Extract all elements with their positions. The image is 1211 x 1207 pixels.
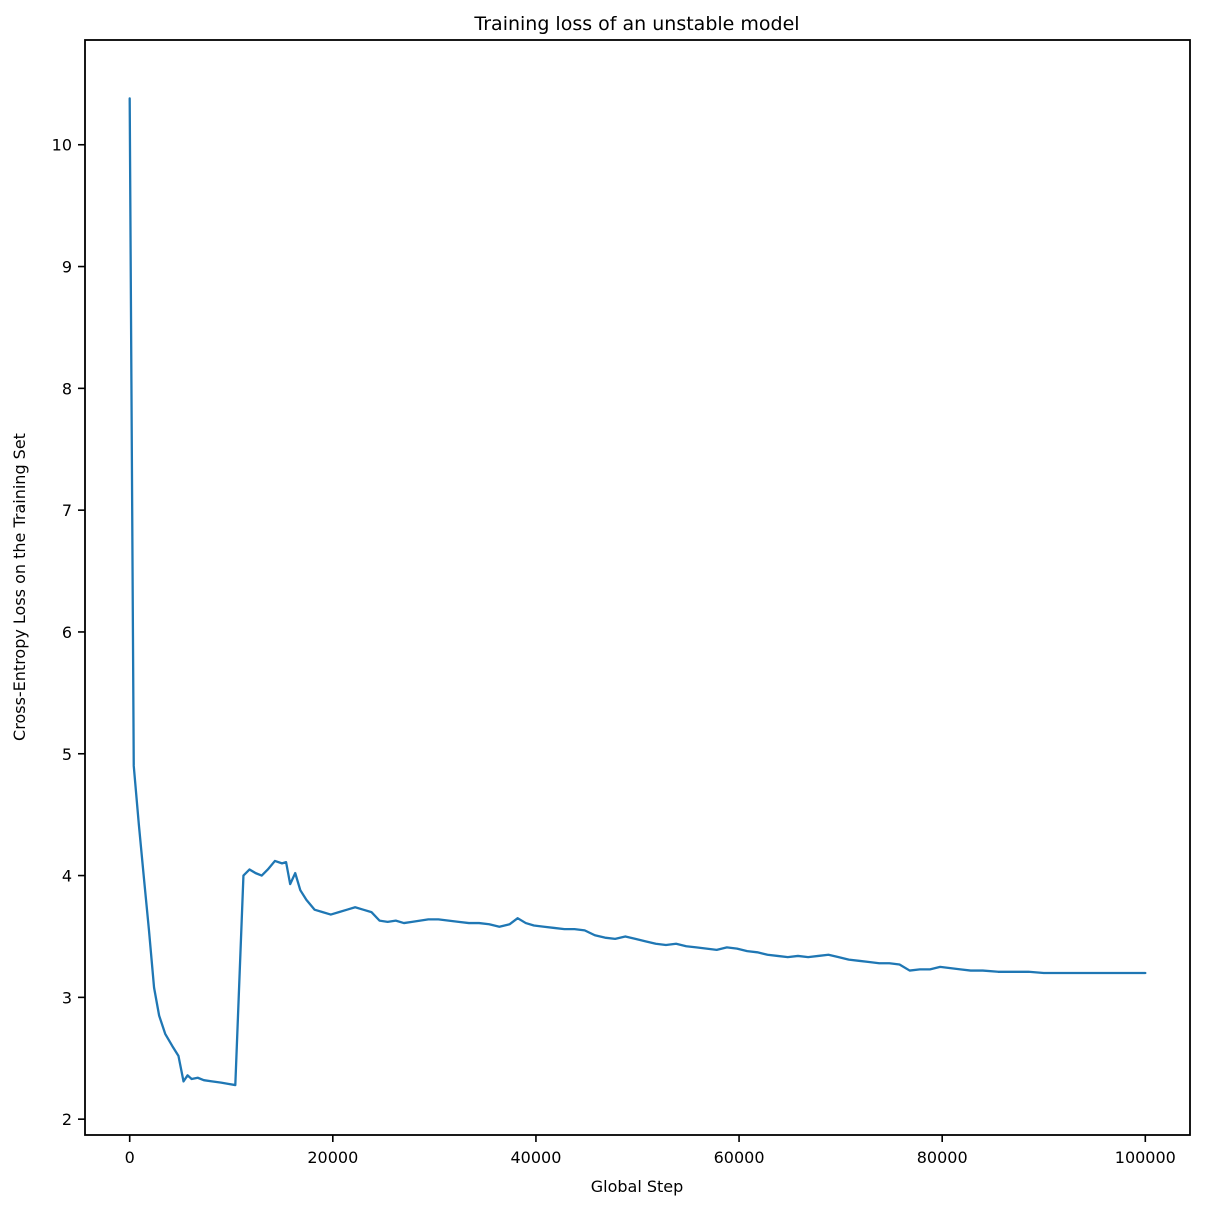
y-tick-label: 8 (62, 379, 72, 398)
y-tick-label: 4 (62, 867, 72, 886)
x-tick-label: 0 (125, 1148, 135, 1167)
y-tick-label: 9 (62, 258, 72, 277)
loss-line (128, 97, 1147, 1087)
y-tick-label: 6 (62, 623, 72, 642)
x-tick-label: 20000 (307, 1148, 358, 1167)
y-tick-label: 3 (62, 988, 72, 1007)
y-tick-label: 2 (62, 1110, 72, 1129)
x-tick-label: 60000 (714, 1148, 765, 1167)
axes-spines (84, 39, 1191, 1136)
chart-title: Training loss of an unstable model (473, 13, 799, 35)
x-axis-label: Global Step (591, 1177, 684, 1196)
y-axis-label: Cross-Entropy Loss on the Training Set (10, 433, 29, 741)
x-tick-label: 40000 (510, 1148, 561, 1167)
x-tick-label: 100000 (1115, 1148, 1176, 1167)
y-tick-label: 5 (62, 745, 72, 764)
y-tick-label: 7 (62, 501, 72, 520)
y-tick-label: 10 (52, 136, 72, 155)
x-tick-label: 80000 (917, 1148, 968, 1167)
plot-area: 0 20000 40000 60000 80000 100000 2 3 4 5 6 7 8 9 10 (52, 39, 1191, 1167)
